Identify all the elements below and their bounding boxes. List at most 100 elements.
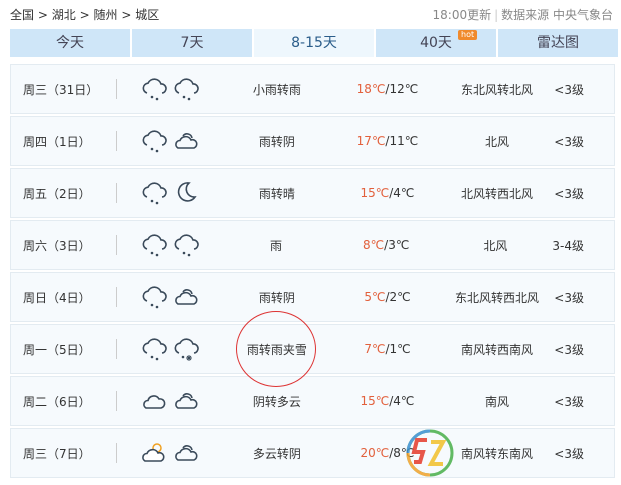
rain-cloud-icon [141,75,167,104]
divider [116,79,118,99]
tab-today[interactable]: 今天 [10,29,130,57]
forecast-row: 周日（4日） 雨转阴 5℃/2℃ 东北风转西北风 <3级 [10,272,615,322]
temperature: 15℃/4℃ [335,394,440,408]
wind-level: <3级 [554,342,584,357]
header: 全国 > 湖北 > 随州 > 城区 18:00更新 | 数据来源 中央气象台 [10,6,613,26]
divider [116,391,118,411]
wind-level: 3-4级 [552,238,584,253]
temp-high: 5℃ [364,290,386,304]
wind-level: <3级 [554,446,584,461]
temperature: 5℃/2℃ [335,290,440,304]
weather-desc: 雨 [270,238,283,253]
day-label: 周一（5日） [23,342,91,357]
rain-cloud-icon [141,283,167,312]
day-label: 周三（31日） [23,82,99,97]
hot-badge: hot [458,30,478,40]
wind-level: <3级 [554,394,584,409]
sun-cloud-icon [141,439,167,468]
forecast-row: 周六（3日） 雨 8℃/3℃ 北风 3-4级 [10,220,615,270]
temp-low: /11℃ [385,134,419,148]
day-label: 周日（4日） [23,290,91,305]
day-label: 周四（1日） [23,134,91,149]
temperature: 17℃/11℃ [335,134,440,148]
forecast-row: 周三（31日） 小雨转雨 18℃/12℃ 东北风转北风 <3级 [10,64,615,114]
partly-cloudy-icon [173,283,199,312]
weather-desc: 多云转阴 [252,446,301,461]
crumb-province[interactable]: 湖北 [51,8,76,22]
day-label: 周三（7日） [23,446,91,461]
divider [116,339,118,359]
crumb-city[interactable]: 随州 [93,8,118,22]
weather-icons [141,179,219,208]
temp-low: /4℃ [389,394,415,408]
crumb-country[interactable]: 全国 [10,8,35,22]
temperature: 8℃/3℃ [334,238,438,252]
weather-desc: 雨转晴 [258,186,295,201]
wind-direction: 北风 [483,238,508,253]
tab-7days[interactable]: 7天 [132,29,252,57]
rain-cloud-icon [173,231,199,260]
crumb-sep: > [37,8,48,22]
forecast-list: 周三（31日） 小雨转雨 18℃/12℃ 东北风转北风 <3级 周四（1日） 雨转… [10,64,615,480]
weather-desc: 雨转阴 [258,290,295,305]
temp-high: 20℃ [360,446,390,460]
temp-low: /1℃ [385,342,411,356]
day-label: 周六（3日） [23,238,91,253]
wind-direction: 北风转西北风 [461,186,534,201]
temp-high: 18℃ [356,82,386,96]
temperature: 18℃/12℃ [335,82,440,96]
temp-high: 15℃ [360,186,390,200]
weather-icons [141,335,219,364]
weather-desc: 雨转阴 [258,134,295,149]
wind-level: <3级 [554,134,584,149]
wind-direction: 北风 [485,134,510,149]
weather-icons [141,231,218,260]
temp-high: 17℃ [356,134,386,148]
cloud-icon [141,387,167,416]
wind-level: <3级 [554,186,584,201]
crumb-district: 城区 [135,8,160,22]
weather-desc: 阴转多云 [252,394,301,409]
tab-40days[interactable]: 40天 hot [376,29,496,57]
divider [116,183,118,203]
partly-cloudy-icon [173,439,199,468]
tab-8-15days[interactable]: 8-15天 [254,29,374,57]
day-label: 周五（2日） [23,186,91,201]
weather-icons [141,283,219,312]
tab-label: 40天 [420,35,452,51]
temp-high: 8℃ [363,238,385,252]
rain-cloud-icon [141,127,167,156]
divider [116,443,118,463]
wind-direction: 南风转东南风 [461,446,534,461]
forecast-tabs: 今天 7天 8-15天 40天 hot 雷达图 [10,29,618,57]
temp-low: /3℃ [384,238,410,252]
highlight-circle [236,311,316,387]
temp-high: 15℃ [360,394,390,408]
moon-icon [173,179,199,208]
tab-radar[interactable]: 雷达图 [498,29,618,57]
forecast-row: 周五（2日） 雨转晴 15℃/4℃ 北风转西北风 <3级 [10,168,615,218]
divider [115,235,117,255]
divider [116,131,118,151]
forecast-row: 周四（1日） 雨转阴 17℃/11℃ 北风 <3级 [10,116,615,166]
wind-direction: 东北风转西北风 [455,290,540,305]
temp-low: /2℃ [385,290,411,304]
crumb-sep: > [121,8,132,22]
partly-cloudy-icon [173,387,199,416]
wind-direction: 南风转西南风 [461,342,534,357]
temperature: 15℃/4℃ [335,186,440,200]
weather-icons [141,439,219,468]
crumb-sep: > [79,8,90,22]
temperature: 7℃/1℃ [335,342,440,356]
weather-icons [141,127,219,156]
wind-level: <3级 [554,82,584,97]
forecast-row: 周一（5日） 雨转雨夹雪 7℃/1℃ 南风转西南风 <3级 [10,324,615,374]
rain-cloud-icon [141,335,167,364]
light-rain-cloud-icon [173,75,199,104]
temp-low: /12℃ [385,82,419,96]
weather-icons [141,75,219,104]
temp-high: 7℃ [364,342,386,356]
forecast-row: 周三（7日） 多云转阴 20℃/8℃ 南风转东南风 <3级 [10,428,615,478]
wind-direction: 东北风转北风 [461,82,534,97]
partly-cloudy-icon [173,127,199,156]
